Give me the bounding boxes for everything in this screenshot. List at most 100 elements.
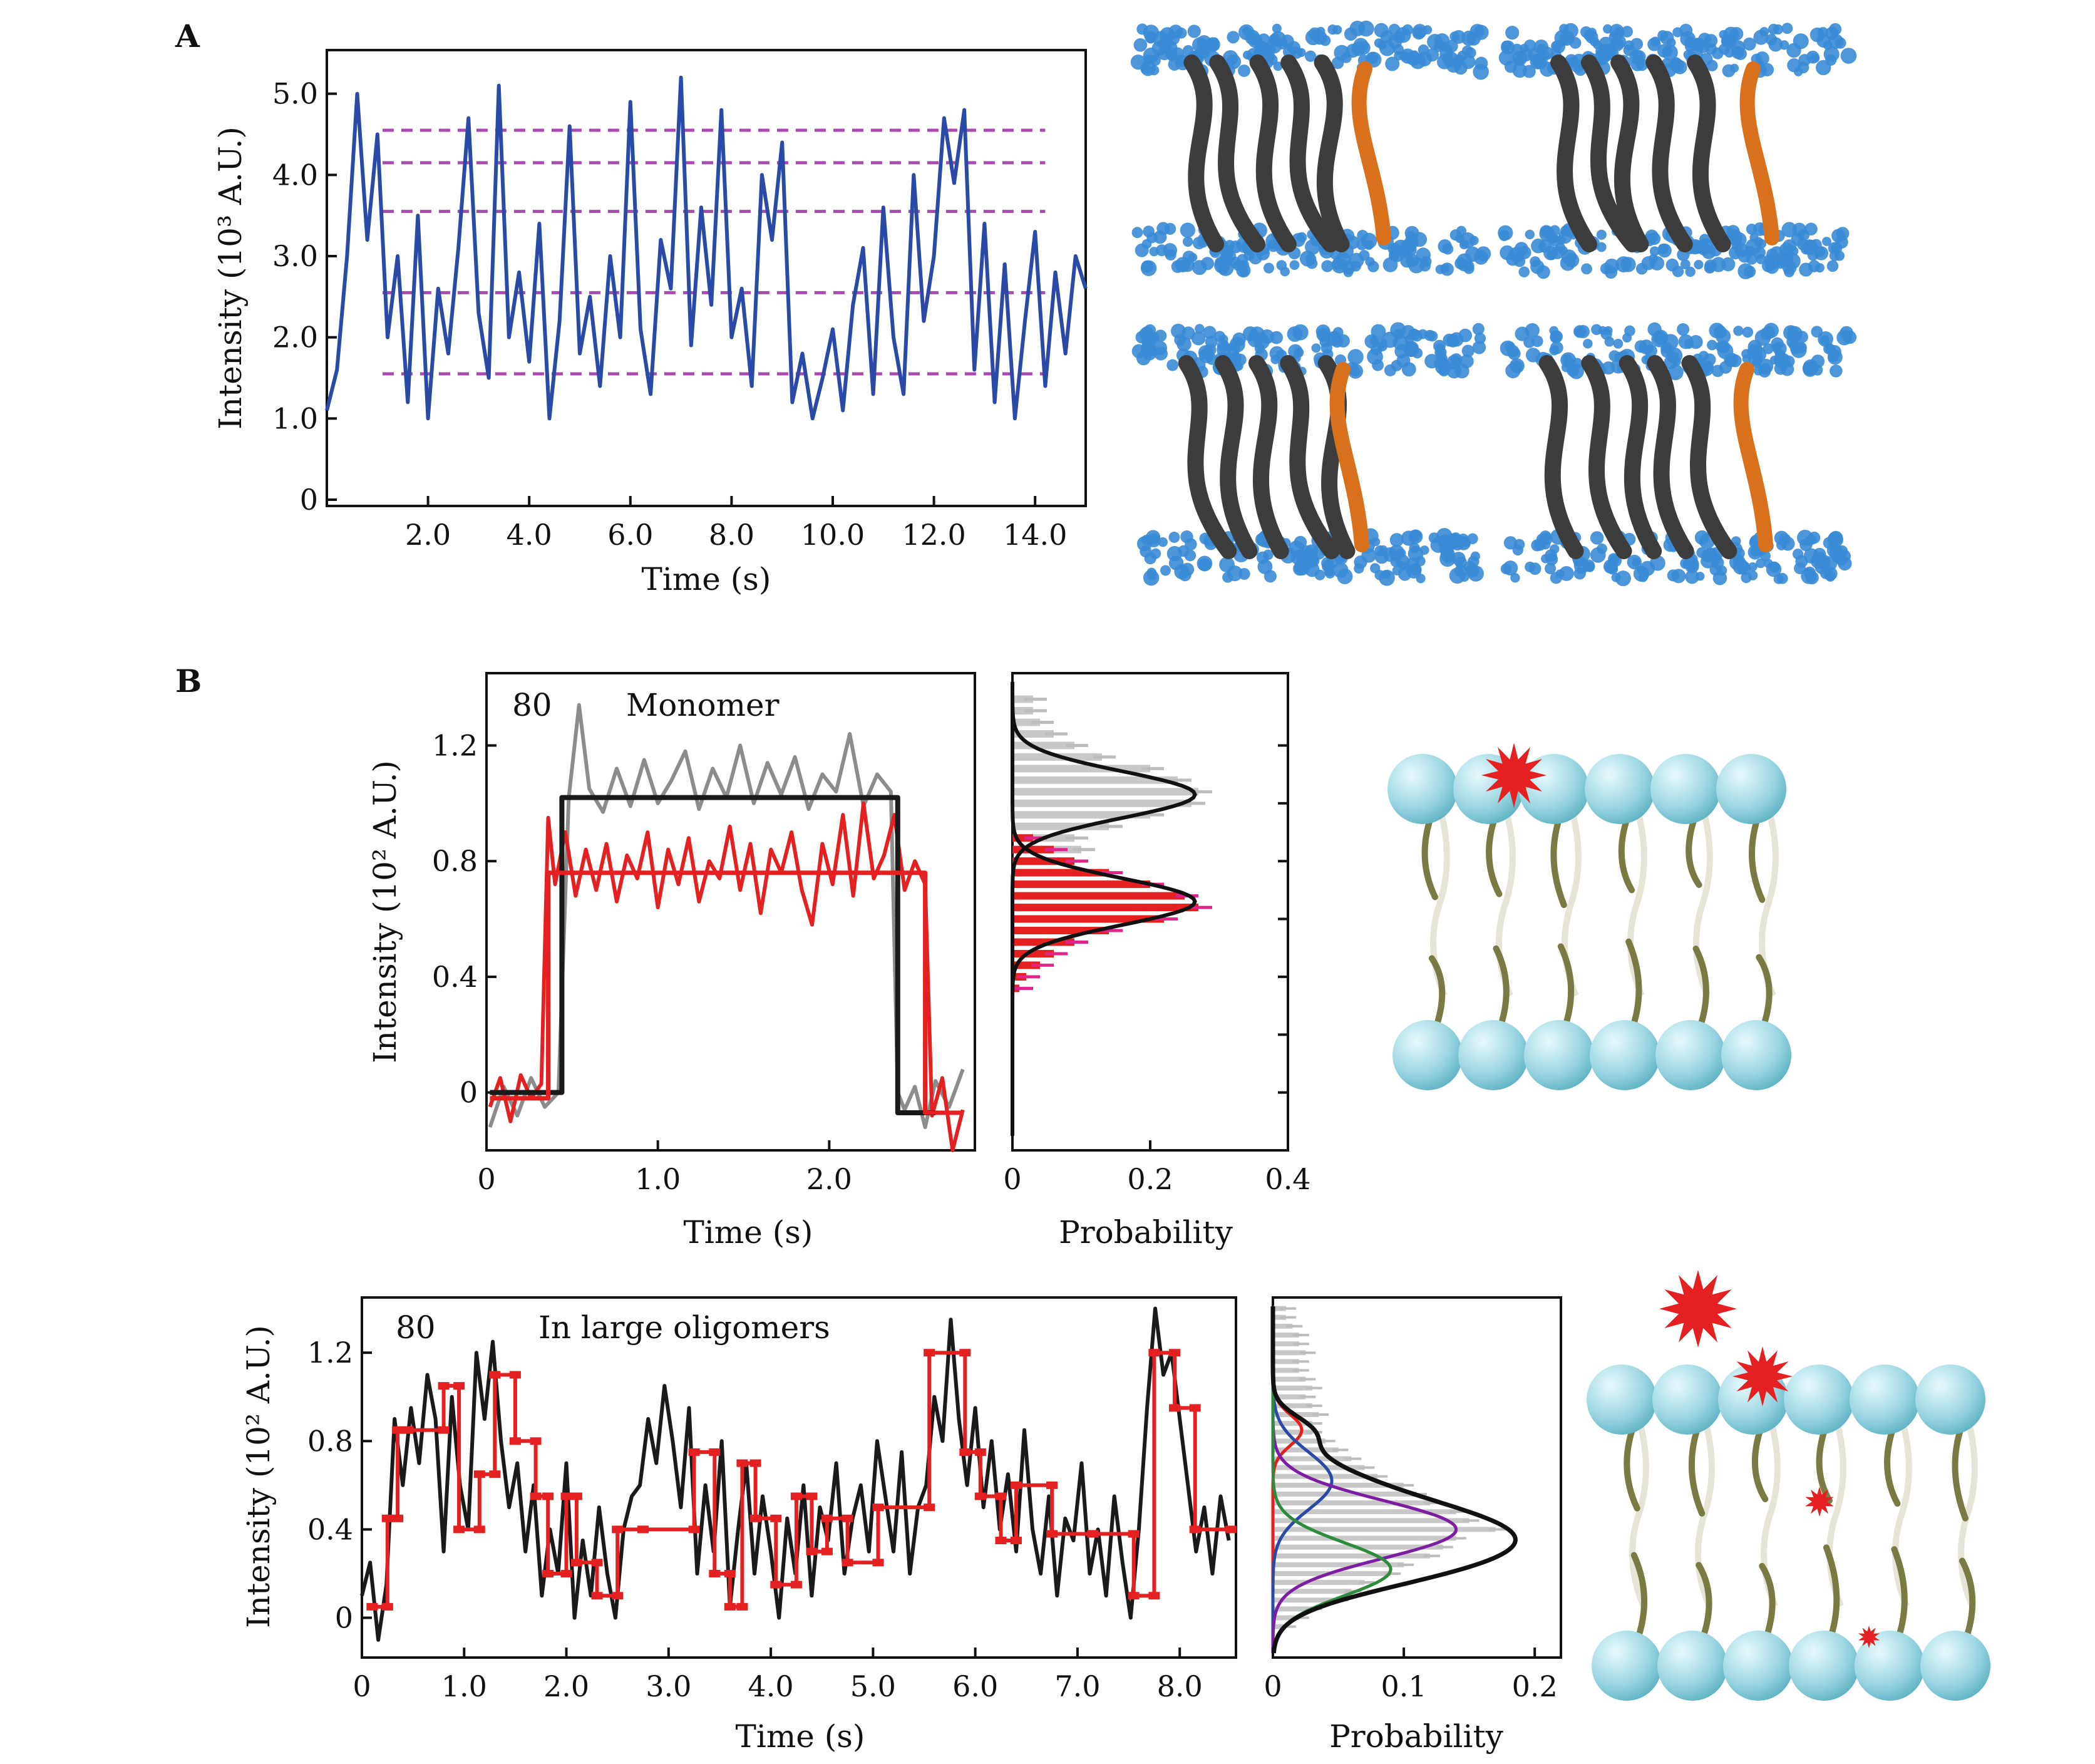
chart-a-y-tick-label: 1.0 xyxy=(272,401,318,435)
chart-a-ticks: 2.0 4.0 6.0 8.0 10.0 12.0 14.0 0 1.0 2.0 3.0 4.0 5.0 xyxy=(272,77,1068,552)
lipid-headgroup xyxy=(1409,53,1426,70)
lipid-headgroup xyxy=(1264,43,1276,55)
chart-b3-step-marker xyxy=(509,1371,521,1379)
chart-b2-gray-bar xyxy=(1012,730,1054,738)
lipid-headgroup xyxy=(1168,555,1184,570)
lipid-headgroup xyxy=(1615,256,1632,272)
chart-b3-step-marker xyxy=(724,1569,736,1577)
lipid-headgroup xyxy=(1518,245,1531,259)
lipid-tail xyxy=(1625,938,1642,1033)
lipid-head-bead xyxy=(1587,1364,1657,1435)
chart-b3-x-tick-label: 4.0 xyxy=(748,1669,794,1703)
lipid-headgroup xyxy=(1445,39,1458,53)
chart-b2-red-bar xyxy=(1012,904,1198,912)
chart-b3-step-marker xyxy=(392,1426,404,1434)
lipid-headgroup xyxy=(1472,341,1486,354)
chart-b-monomer-histogram: 0 0.2 0.4 Probability xyxy=(1003,672,1311,1251)
lipid-headgroup xyxy=(1531,238,1546,254)
lipid-headgroup xyxy=(1667,569,1679,582)
chart-b3-step-marker xyxy=(542,1569,554,1577)
lipid-headgroup xyxy=(1498,225,1513,240)
lipid-headgroup xyxy=(1769,355,1779,365)
lipid-headgroup xyxy=(1504,60,1517,73)
lipid-headgroup xyxy=(1830,364,1843,378)
helix-dark xyxy=(1687,54,1731,252)
helix-dark xyxy=(1314,54,1350,252)
chart-b3-step-marker xyxy=(530,1437,542,1445)
lipid-headgroup xyxy=(1438,365,1449,377)
lipid-headgroup xyxy=(1598,46,1613,61)
lipid-headgroup xyxy=(1629,49,1644,64)
chart-b3-step-marker xyxy=(872,1504,884,1512)
chart-b3-step-marker xyxy=(1010,1537,1022,1545)
lipid-headgroup xyxy=(1205,335,1218,348)
helix-dark xyxy=(1550,54,1597,252)
chart-b1-xlabel: Time (s) xyxy=(684,1214,813,1251)
lipid-headgroup xyxy=(1350,366,1361,377)
lipid-headgroup xyxy=(1263,549,1274,560)
lipid-tail xyxy=(1756,954,1773,1033)
helix-dark xyxy=(1580,54,1641,252)
chart-b3-step-marker xyxy=(924,1349,935,1357)
lipid-head-bead xyxy=(1592,1631,1662,1701)
lipid-headgroup xyxy=(1684,36,1696,48)
lipid-headgroup xyxy=(1307,554,1320,567)
lipid-headgroup xyxy=(1374,23,1389,38)
lipid-headgroup xyxy=(1649,246,1660,257)
chart-b4-gray-bar xyxy=(1273,1518,1470,1524)
lipid-headgroup xyxy=(1560,225,1572,237)
chart-b3-step-marker xyxy=(560,1492,572,1500)
chart-b3-x-tick-label: 8.0 xyxy=(1157,1669,1203,1703)
lipid-headgroup xyxy=(1520,43,1529,53)
lipid-tail xyxy=(1493,945,1510,1033)
lipid-head-bead xyxy=(1784,1364,1854,1435)
chart-b3-annotation-label: In large oligomers xyxy=(538,1309,830,1346)
lipid-headgroup xyxy=(1712,570,1727,585)
lipid-headgroup xyxy=(1840,48,1857,64)
lipid-headgroup xyxy=(1792,222,1807,237)
chart-a-x-tick-label: 12.0 xyxy=(902,518,965,552)
lipid-headgroup xyxy=(1232,332,1246,346)
lipid-headgroup xyxy=(1609,24,1624,39)
lipid-headgroup xyxy=(1503,536,1518,550)
chart-b3-step-marker xyxy=(974,1448,986,1456)
lipid-headgroup xyxy=(1290,46,1303,59)
chart-a-x-tick-label: 2.0 xyxy=(405,518,451,552)
chart-b3-step-marker xyxy=(688,1525,700,1534)
chart-b3-x-tick-label: 0 xyxy=(353,1669,371,1703)
lipid-headgroup xyxy=(1570,59,1585,73)
helix-dark xyxy=(1209,54,1266,252)
chart-b1-y-tick-label: 1.2 xyxy=(432,728,478,762)
lipid-headgroup xyxy=(1335,252,1351,268)
chart-a-intensity-trace: 2.0 4.0 6.0 8.0 10.0 12.0 14.0 0 1.0 2.0 3.0 4.0 5.0… xyxy=(212,49,1088,597)
lipid-tail-pale xyxy=(1693,813,1713,997)
chart-b4-gray-bar xyxy=(1273,1421,1312,1426)
helix-dark xyxy=(1280,355,1340,559)
lipid-headgroup xyxy=(1603,326,1613,336)
lipid-headgroup xyxy=(1650,36,1660,47)
lipid-headgroup xyxy=(1807,249,1819,261)
chart-b4-gray-bar xyxy=(1273,1394,1306,1400)
chart-b3-step-marker xyxy=(736,1602,748,1611)
lipid-headgroup xyxy=(1389,533,1404,547)
chart-b3-step-marker xyxy=(530,1492,542,1500)
lipid-headgroup xyxy=(1694,259,1704,270)
chart-b4-gray-bar xyxy=(1273,1306,1286,1311)
lipid-headgroup xyxy=(1748,545,1763,560)
chart-b2-gray-bar xyxy=(1012,695,1033,703)
lipid-headgroup xyxy=(1163,243,1178,258)
lipid-headgroup xyxy=(1227,31,1240,44)
lipid-headgroup xyxy=(1242,326,1258,341)
chart-b3-step-marker xyxy=(842,1514,853,1522)
chart-a-x-tick-label: 4.0 xyxy=(507,518,552,552)
lipid-headgroup xyxy=(1765,34,1778,46)
lipid-headgroup xyxy=(1475,56,1488,70)
lipid-headgroup xyxy=(1331,330,1341,341)
chart-b3-y-tick-label: 1.2 xyxy=(307,1336,353,1369)
chart-b3-step-marker xyxy=(381,1514,393,1522)
chart-b3-step-marker xyxy=(709,1448,721,1456)
lipid-headgroup xyxy=(1143,348,1153,358)
chart-b4-gray-bar xyxy=(1273,1606,1312,1612)
lipid-headgroup xyxy=(1580,26,1592,38)
lipid-headgroup xyxy=(1296,232,1307,243)
